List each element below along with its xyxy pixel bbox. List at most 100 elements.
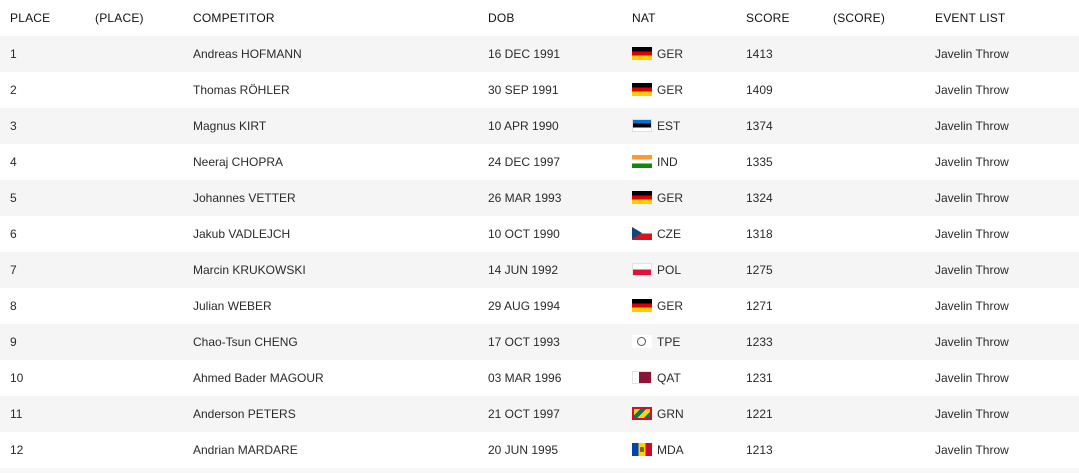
nat-cell: GER (632, 288, 742, 324)
table-row[interactable]: 2 Thomas RÖHLER 30 SEP 1991 GER 1409 Javelin … (0, 72, 1079, 108)
place-cell: 1 (10, 47, 17, 61)
nat-code: IND (657, 155, 678, 169)
score-cell: 1221 (746, 407, 773, 421)
score-cell: 1271 (746, 299, 773, 313)
competitor-link[interactable]: Thomas RÖHLER (193, 83, 290, 97)
nat-code: GRN (657, 407, 684, 421)
table-row[interactable]: 11 Anderson PETERS 21 OCT 1997 GRN 1221 Javel… (0, 396, 1079, 432)
nat-code: EST (657, 119, 681, 133)
place-cell: 9 (10, 335, 17, 349)
competitor-link[interactable]: Ahmed Bader MAGOUR (193, 371, 324, 385)
place-cell: 8 (10, 299, 17, 313)
event-list-cell: Javelin Throw (935, 83, 1009, 97)
event-list-cell: Javelin Throw (935, 371, 1009, 385)
nat-code: TPE (657, 335, 681, 349)
competitor-link[interactable]: Andrian MARDARE (193, 443, 298, 457)
chinese-taipei-flag-icon (632, 335, 652, 349)
place-cell: 3 (10, 119, 17, 133)
nat-cell: GRN (632, 396, 742, 432)
nat-code: GER (657, 299, 684, 313)
table-row[interactable]: 9 Chao-Tsun CHENG 17 OCT 1993 TPE 1233 Javeli… (0, 324, 1079, 360)
estonia-flag-icon (632, 119, 652, 133)
table-row[interactable]: 6 Jakub VADLEJCH 10 OCT 1990 CZE 1318 Javelin… (0, 216, 1079, 252)
competitor-link[interactable]: Jakub VADLEJCH (193, 227, 291, 241)
table-row[interactable]: 3 Magnus KIRT 10 APR 1990 EST 1374 Javelin Th… (0, 108, 1079, 144)
nat-cell: GER (632, 72, 742, 108)
germany-flag-icon (632, 47, 652, 61)
table-row[interactable]: 8 Julian WEBER 29 AUG 1994 GER 1271 Javelin T… (0, 288, 1079, 324)
nat-cell: MDA (632, 432, 742, 468)
event-list-cell: Javelin Throw (935, 335, 1009, 349)
nat-cell: EST (632, 108, 742, 144)
nat-code: MDA (657, 443, 684, 457)
table-body: 1 Andreas HOFMANN 16 DEC 1991 GER 1413 Javeli… (0, 36, 1079, 468)
nat-cell: GER (632, 180, 742, 216)
table-row[interactable]: 5 Johannes VETTER 26 MAR 1993 GER 1324 Javeli… (0, 180, 1079, 216)
competitor-link[interactable]: Chao-Tsun CHENG (193, 335, 298, 349)
event-list-cell: Javelin Throw (935, 227, 1009, 241)
qatar-flag-icon (632, 371, 652, 385)
nat-code: GER (657, 47, 684, 61)
dob-cell: 20 JUN 1995 (488, 443, 559, 457)
event-list-cell: Javelin Throw (935, 263, 1009, 277)
table-row[interactable]: 7 Marcin KRUKOWSKI 14 JUN 1992 POL 1275 Javel… (0, 252, 1079, 288)
table-row[interactable]: 12 Andrian MARDARE 20 JUN 1995 MDA 1213 Javel… (0, 432, 1079, 468)
dob-cell: 10 APR 1990 (488, 119, 559, 133)
event-list-cell: Javelin Throw (935, 119, 1009, 133)
competitor-link[interactable]: Neeraj CHOPRA (193, 155, 284, 169)
place-cell: 4 (10, 155, 17, 169)
dob-cell: 21 OCT 1997 (488, 407, 560, 421)
place-cell: 11 (10, 407, 23, 421)
score-cell: 1374 (746, 119, 773, 133)
header-event-list[interactable]: EVENT LIST (935, 11, 1006, 25)
place-cell: 7 (10, 263, 17, 277)
score-cell: 1233 (746, 335, 773, 349)
score-cell: 1275 (746, 263, 773, 277)
table-row[interactable]: 1 Andreas HOFMANN 16 DEC 1991 GER 1413 Javeli… (0, 36, 1079, 72)
competitor-link[interactable]: Julian WEBER (193, 299, 272, 313)
table-row[interactable]: 10 Ahmed Bader MAGOUR 03 MAR 1996 QAT 1231 Ja… (0, 360, 1079, 396)
header-place-alt[interactable]: (PLACE) (95, 11, 144, 25)
score-cell: 1335 (746, 155, 773, 169)
header-nat[interactable]: NAT (632, 11, 656, 25)
score-cell: 1409 (746, 83, 773, 97)
header-competitor[interactable]: COMPETITOR (193, 11, 275, 25)
table-row[interactable]: 4 Neeraj CHOPRA 24 DEC 1997 IND 1335 Javelin … (0, 144, 1079, 180)
india-flag-icon (632, 155, 652, 169)
dob-cell: 29 AUG 1994 (488, 299, 561, 313)
dob-cell: 24 DEC 1997 (488, 155, 561, 169)
score-cell: 1213 (746, 443, 773, 457)
competitor-link[interactable]: Anderson PETERS (193, 407, 296, 421)
grenada-flag-icon (632, 407, 652, 421)
competitor-link[interactable]: Marcin KRUKOWSKI (193, 263, 306, 277)
dob-cell: 26 MAR 1993 (488, 191, 562, 205)
event-list-cell: Javelin Throw (935, 443, 1009, 457)
score-cell: 1231 (746, 371, 773, 385)
nat-cell: QAT (632, 360, 742, 396)
germany-flag-icon (632, 83, 652, 97)
dob-cell: 14 JUN 1992 (488, 263, 559, 277)
header-place[interactable]: PLACE (10, 11, 51, 25)
table-header-row: PLACE (PLACE) COMPETITOR DOB NAT SCORE (… (0, 0, 1079, 36)
dob-cell: 03 MAR 1996 (488, 371, 562, 385)
header-score[interactable]: SCORE (746, 11, 790, 25)
place-cell: 10 (10, 371, 24, 385)
header-score-alt[interactable]: (SCORE) (833, 11, 886, 25)
czechia-flag-icon (632, 227, 652, 241)
nat-code: CZE (657, 227, 681, 241)
dob-cell: 17 OCT 1993 (488, 335, 560, 349)
nat-cell: GER (632, 36, 742, 72)
event-list-cell: Javelin Throw (935, 299, 1009, 313)
header-dob[interactable]: DOB (488, 11, 515, 25)
competitor-link[interactable]: Andreas HOFMANN (193, 47, 302, 61)
event-list-cell: Javelin Throw (935, 191, 1009, 205)
competitor-link[interactable]: Magnus KIRT (193, 119, 267, 133)
nat-code: POL (657, 263, 682, 277)
place-cell: 6 (10, 227, 17, 241)
event-list-cell: Javelin Throw (935, 155, 1009, 169)
moldova-flag-icon (632, 443, 652, 457)
nat-cell: IND (632, 144, 742, 180)
competitor-link[interactable]: Johannes VETTER (193, 191, 296, 205)
place-cell: 5 (10, 191, 17, 205)
